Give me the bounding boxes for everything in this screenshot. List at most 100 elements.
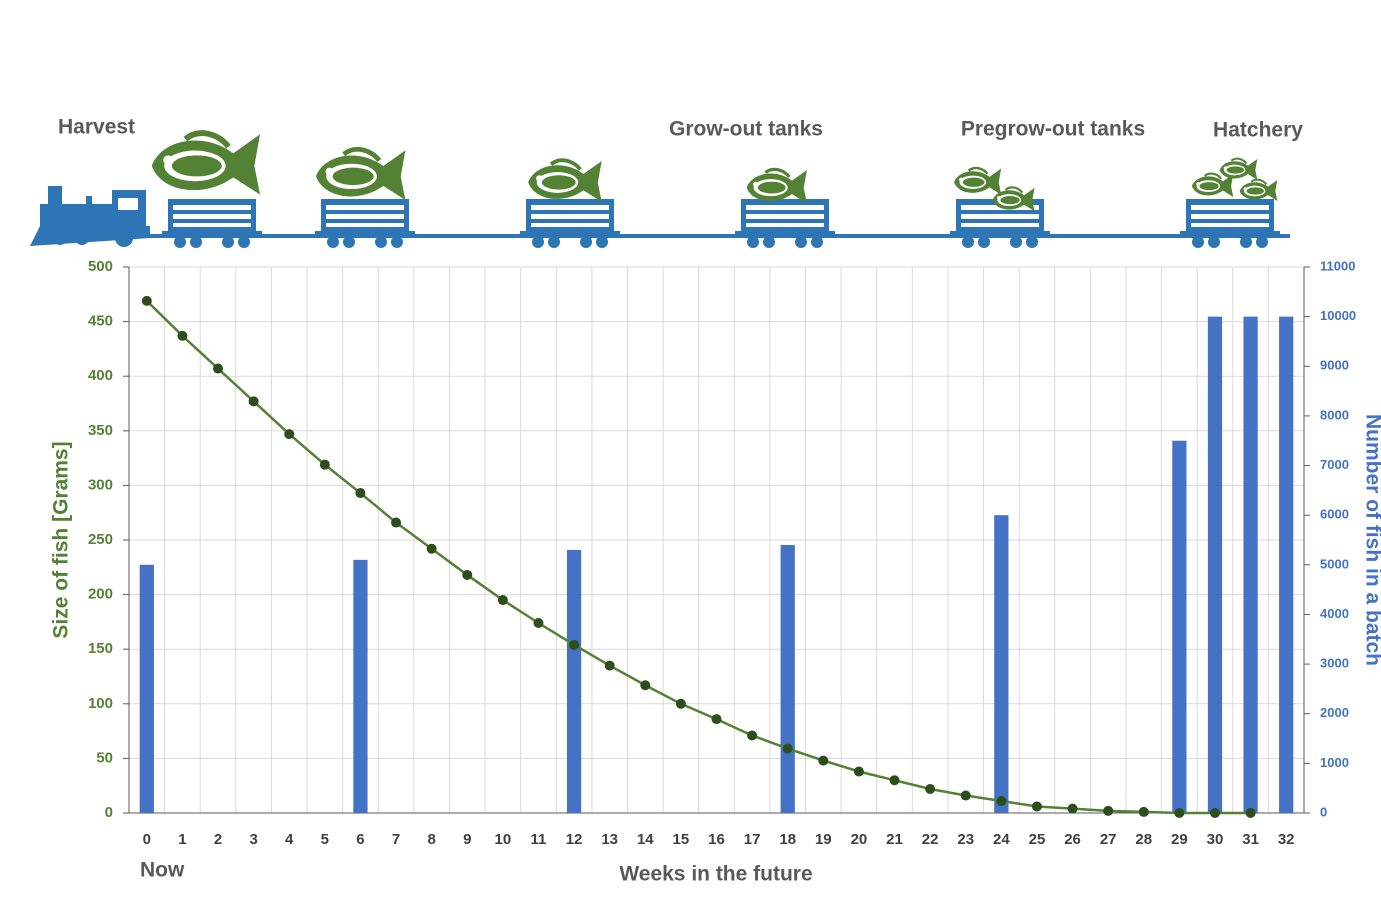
train-illustration bbox=[30, 133, 1290, 248]
point bbox=[1210, 808, 1220, 818]
y2-tick-label: 11000 bbox=[1320, 258, 1355, 273]
y-tick-label: 500 bbox=[88, 258, 113, 275]
bar bbox=[140, 565, 154, 813]
point bbox=[427, 544, 437, 554]
x-tick-label: 23 bbox=[957, 831, 974, 848]
point bbox=[533, 618, 543, 628]
x-tick-label: 2 bbox=[214, 831, 222, 848]
point bbox=[1246, 808, 1256, 818]
point bbox=[569, 640, 579, 650]
x-tick-label: 22 bbox=[922, 831, 939, 848]
point bbox=[712, 714, 722, 724]
y2-tick-label: 9000 bbox=[1320, 358, 1349, 373]
x-tick-label: 4 bbox=[285, 831, 294, 848]
annotation: Hatchery bbox=[1213, 119, 1303, 142]
point bbox=[1174, 808, 1184, 818]
point bbox=[213, 364, 223, 374]
y2-tick-label: 8000 bbox=[1320, 407, 1349, 422]
point bbox=[854, 767, 864, 777]
x-tick-label: 19 bbox=[815, 831, 832, 848]
y-tick-label: 350 bbox=[88, 422, 113, 439]
x-tick-label: 26 bbox=[1064, 831, 1081, 848]
x-tick-label: 15 bbox=[673, 831, 690, 848]
x-tick-label: 5 bbox=[321, 831, 329, 848]
point bbox=[640, 680, 650, 690]
y2-tick-label: 4000 bbox=[1320, 606, 1349, 621]
x-tick-label: 9 bbox=[463, 831, 471, 848]
point bbox=[391, 518, 401, 528]
bar bbox=[353, 560, 367, 813]
x-tick-label: 11 bbox=[531, 831, 547, 848]
point bbox=[355, 488, 365, 498]
point bbox=[320, 460, 330, 470]
y2-tick-label: 1000 bbox=[1320, 755, 1349, 770]
point bbox=[1139, 807, 1149, 817]
x-tick-label: 16 bbox=[708, 831, 725, 848]
y2-axis-title: Number of fish in a batch bbox=[1361, 414, 1381, 666]
x-tick-label: 3 bbox=[249, 831, 257, 848]
x-tick-label: 31 bbox=[1242, 831, 1259, 848]
point bbox=[498, 595, 508, 605]
y-tick-label: 100 bbox=[88, 695, 113, 712]
point bbox=[605, 661, 615, 671]
point bbox=[284, 429, 294, 439]
point bbox=[1032, 801, 1042, 811]
point bbox=[177, 331, 187, 341]
bar bbox=[1172, 441, 1186, 813]
y2-tick-label: 2000 bbox=[1320, 705, 1349, 720]
x-tick-label: 32 bbox=[1278, 831, 1295, 848]
point bbox=[818, 756, 828, 766]
x-tick-label: 24 bbox=[993, 831, 1010, 848]
x-tick-label: 8 bbox=[427, 831, 435, 848]
x-tick-label: 28 bbox=[1135, 831, 1152, 848]
y2-tick-label: 0 bbox=[1320, 804, 1327, 819]
point bbox=[1068, 804, 1078, 814]
x-tick-label: 1 bbox=[178, 831, 186, 848]
x-tick-label: 25 bbox=[1029, 831, 1046, 848]
x-tick-label: 20 bbox=[851, 831, 868, 848]
bar bbox=[994, 515, 1008, 813]
y-tick-label: 300 bbox=[88, 476, 113, 493]
y2-tick-label: 7000 bbox=[1320, 457, 1349, 472]
bar bbox=[567, 550, 581, 813]
point bbox=[462, 570, 472, 580]
point bbox=[996, 796, 1006, 806]
point bbox=[890, 775, 900, 785]
annotation: Pregrow-out tanks bbox=[961, 118, 1145, 141]
y-tick-label: 0 bbox=[105, 804, 113, 821]
bar bbox=[1208, 317, 1222, 813]
x-tick-label: 18 bbox=[779, 831, 796, 848]
y2-tick-label: 3000 bbox=[1320, 656, 1349, 671]
x-tick-label: 30 bbox=[1207, 831, 1224, 848]
chart: 0501001502002503003504004505000100020003… bbox=[0, 0, 1381, 909]
x-tick-label: 13 bbox=[601, 831, 618, 848]
bar bbox=[1279, 317, 1293, 813]
point bbox=[925, 784, 935, 794]
x-tick-label: 6 bbox=[356, 831, 364, 848]
y-tick-label: 400 bbox=[88, 367, 113, 384]
x-tick-label: 14 bbox=[637, 831, 654, 848]
bar bbox=[1243, 317, 1257, 813]
x-tick-label: 7 bbox=[392, 831, 400, 848]
point bbox=[1103, 806, 1113, 816]
point bbox=[249, 396, 259, 406]
annotation: Now bbox=[140, 859, 185, 882]
y2-tick-label: 6000 bbox=[1320, 507, 1349, 522]
x-tick-label: 29 bbox=[1171, 831, 1188, 848]
x-tick-label: 21 bbox=[886, 831, 903, 848]
point bbox=[783, 744, 793, 754]
x-tick-label: 27 bbox=[1100, 831, 1117, 848]
y-tick-label: 250 bbox=[88, 531, 113, 548]
y2-tick-label: 10000 bbox=[1320, 308, 1356, 323]
y-axis-title: Size of fish [Grams] bbox=[50, 441, 73, 638]
point bbox=[142, 296, 152, 306]
x-tick-label: 10 bbox=[495, 831, 512, 848]
x-tick-label: 12 bbox=[566, 831, 583, 848]
bar bbox=[781, 545, 795, 813]
x-tick-label: 17 bbox=[744, 831, 761, 848]
point bbox=[747, 730, 757, 740]
y2-tick-label: 5000 bbox=[1320, 556, 1349, 571]
annotation: Harvest bbox=[58, 116, 135, 139]
annotation: Grow-out tanks bbox=[669, 118, 823, 141]
point bbox=[961, 791, 971, 801]
